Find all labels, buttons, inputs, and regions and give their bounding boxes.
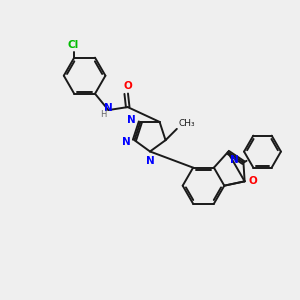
- Text: O: O: [123, 81, 132, 91]
- Text: N: N: [104, 103, 113, 113]
- Text: N: N: [230, 155, 239, 165]
- Text: N: N: [122, 137, 130, 147]
- Text: Cl: Cl: [67, 40, 78, 50]
- Text: N: N: [146, 156, 154, 166]
- Text: N: N: [128, 116, 136, 125]
- Text: H: H: [100, 110, 106, 119]
- Text: CH₃: CH₃: [178, 119, 195, 128]
- Text: O: O: [248, 176, 257, 186]
